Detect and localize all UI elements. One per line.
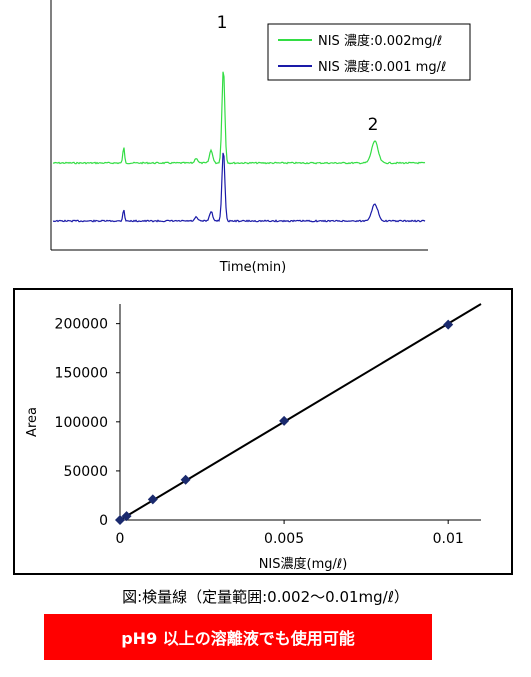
- chromatogram-chart: 1 2 NIS 濃度:0.002mg/ℓ NIS 濃度:0.001 mg/ℓ T…: [50, 0, 471, 275]
- data-point: [443, 319, 454, 330]
- legend-box: [267, 23, 471, 81]
- calibration-frame: 0 50000 100000 150000 200000 0 0.005 0.01 Area …: [13, 288, 513, 575]
- feature-banner: pH9 以上の溶離液でも使用可能: [44, 614, 432, 660]
- x-tick-label: 0: [116, 531, 125, 547]
- data-point: [115, 515, 125, 525]
- legend-label-0002: NIS 濃度:0.002mg/ℓ: [318, 33, 442, 49]
- y-tick-label: 200000: [55, 317, 108, 333]
- y-tick-label: 100000: [55, 415, 108, 431]
- x-tick-label: 0.01: [433, 531, 464, 547]
- legend: NIS 濃度:0.002mg/ℓ NIS 濃度:0.001 mg/ℓ: [267, 23, 471, 81]
- fit-line: [119, 303, 482, 521]
- figure-caption: 図:検量線（定量範囲:0.002～0.01mg/ℓ）: [122, 588, 409, 606]
- y-tick-label: 50000: [63, 464, 108, 480]
- legend-label-0001: NIS 濃度:0.001 mg/ℓ: [318, 59, 446, 75]
- data-point: [180, 474, 191, 485]
- y-tick-label: 150000: [55, 366, 108, 382]
- data-point: [147, 494, 158, 505]
- x-tick-label: 0.005: [264, 531, 304, 547]
- chromatogram-trace-0002: [52, 71, 426, 165]
- peak-label-1: 1: [217, 13, 228, 33]
- chromatogram-x-label: Time(min): [219, 260, 286, 275]
- data-point: [121, 511, 132, 522]
- y-tick-label: 0: [99, 513, 108, 529]
- calibration-y-label: Area: [25, 407, 40, 437]
- peak-label-2: 2: [368, 115, 379, 135]
- chromatogram-trace-0001: [52, 152, 426, 223]
- calibration-x-label: NIS濃度(mg/ℓ): [259, 556, 348, 572]
- data-point: [279, 415, 290, 426]
